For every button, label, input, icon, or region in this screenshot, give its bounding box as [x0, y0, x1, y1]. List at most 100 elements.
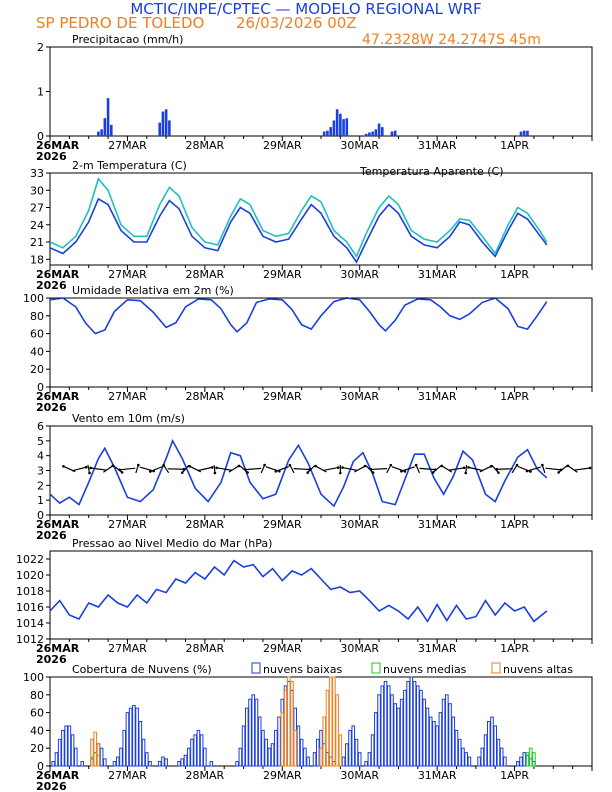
page-title: MCTIC/INPE/CPTEC — MODELO REGIONAL WRF: [130, 0, 481, 18]
wind-arrow-head: [389, 463, 393, 467]
wind-arrow-head: [566, 464, 570, 468]
bar-precipitacao: [103, 118, 107, 136]
bar-nuvens-baixas: [277, 716, 281, 767]
y-tick-label: 1016: [16, 601, 44, 614]
bar-precipitacao: [371, 131, 374, 136]
y-tick-label: 1022: [16, 553, 44, 566]
panel-title: 2-m Temperatura (C): [72, 159, 187, 172]
wind-arrow: [90, 467, 107, 471]
bar-nuvens-baixas: [148, 761, 152, 767]
wind-arrow: [342, 466, 358, 472]
bar-precipitacao: [106, 98, 110, 136]
bar-nuvens-altas: [328, 676, 333, 767]
legend-swatch: [251, 662, 261, 674]
panel-frame: [49, 676, 593, 767]
x-tick-label: 29MAR: [263, 518, 302, 531]
bar-nuvens-baixas: [119, 747, 123, 767]
y-tick-label: 20: [30, 742, 44, 755]
x-tick-label: 28MAR: [186, 268, 225, 281]
y-tick-label: 0: [37, 381, 44, 394]
bar-precipitacao: [335, 109, 339, 136]
panel-frame: [49, 550, 593, 640]
bar-nuvens-baixas: [464, 752, 468, 767]
bar-nuvens-baixas: [183, 754, 188, 767]
wind-arrow-head: [118, 468, 121, 472]
bar-nuvens-baixas: [190, 738, 194, 767]
x-tick-label: 30MAR: [340, 769, 379, 782]
bar-nuvens-baixas: [383, 680, 388, 767]
y-tick-label: 21: [30, 236, 44, 249]
y-tick-label: 1018: [16, 585, 44, 598]
x-tick-label: 28MAR: [186, 769, 225, 782]
bar-nuvens-baixas: [428, 716, 433, 767]
x-tick-label: 30MAR: [340, 268, 379, 281]
y-tick-label: 27: [30, 202, 44, 215]
y-tick-label: 1: [37, 494, 44, 507]
wind-arrow: [479, 465, 492, 473]
wind-arrow-head: [210, 466, 214, 469]
bar-precipitacao: [381, 127, 384, 136]
bar-nuvens-baixas: [461, 747, 465, 767]
bar-nuvens-baixas: [125, 712, 130, 767]
wind-arrow: [448, 467, 465, 471]
bar-nuvens-baixas: [112, 761, 117, 767]
temp-legend: Temperatura Aparente (C): [359, 165, 504, 178]
series-line-pressao: [49, 559, 548, 623]
bar-nuvens-baixas: [409, 676, 414, 767]
wind-arrow: [163, 464, 170, 474]
wind-arrow: [71, 466, 87, 472]
bar-nuvens-altas: [280, 712, 285, 767]
panel-title: Cobertura de Nuvens (%): [72, 663, 212, 676]
bar-nuvens-baixas: [483, 734, 488, 767]
bar-nuvens-baixas: [503, 756, 507, 767]
bar-precipitacao: [339, 113, 342, 136]
bar-nuvens-baixas: [412, 680, 417, 767]
x-tick-label: 1APR: [500, 769, 529, 782]
bar-precipitacao: [100, 129, 103, 136]
bar-nuvens-baixas: [399, 698, 404, 767]
wind-arrow-head: [88, 471, 91, 475]
bar-nuvens-baixas: [164, 758, 168, 767]
wind-arrow: [545, 467, 562, 471]
wind-arrow-head: [557, 471, 560, 474]
bar-nuvens-altas: [332, 676, 336, 767]
y-tick-label: 0: [37, 509, 44, 522]
x-tick-label: 30MAR: [340, 642, 379, 655]
x-tick-label: 26MAR: [36, 642, 80, 655]
bar-nuvens-baixas: [315, 738, 320, 767]
bar-nuvens-baixas: [115, 756, 120, 767]
wind-arrow-head: [162, 463, 165, 467]
wind-arrow-head: [306, 471, 309, 474]
bar-nuvens-baixas: [445, 694, 449, 767]
wind-arrow: [189, 465, 202, 473]
wind-arrow-head: [525, 469, 529, 473]
wind-arrow: [150, 465, 163, 473]
bar-nuvens-baixas: [209, 761, 214, 767]
wind-arrow-head: [541, 463, 544, 467]
wind-arrow-head: [274, 470, 278, 473]
bar-nuvens-baixas: [238, 747, 243, 767]
bar-precipitacao: [164, 109, 168, 136]
panel-clouds: 0 20 40 60 80 100 26MAR 27MAR 28MAR 29MAR 30MAR 31M…: [23, 662, 593, 792]
wind-arrow-head: [188, 464, 191, 468]
wind-arrow-head: [467, 466, 470, 469]
legend-swatch: [491, 662, 501, 674]
bar-nuvens-baixas: [306, 756, 310, 767]
x-tick-label: 26MAR: [36, 518, 80, 531]
legend-label: nuvens medias: [383, 663, 467, 676]
y-tick-label: 60: [30, 707, 44, 720]
x-tick-label: 30MAR: [340, 139, 379, 152]
y-tick-label: 5: [37, 435, 44, 448]
y-tick-label: 80: [30, 689, 44, 702]
wind-arrow: [365, 465, 374, 474]
wind-arrow: [415, 464, 421, 474]
bar-nuvens-baixas: [351, 725, 356, 767]
wind-arrow: [371, 467, 388, 471]
wind-arrow: [315, 465, 327, 473]
bar-nuvens-baixas: [516, 761, 520, 767]
wind-arrow-head: [244, 468, 247, 471]
bar-nuvens-baixas: [415, 685, 420, 767]
y-tick-label: 4: [37, 450, 44, 463]
